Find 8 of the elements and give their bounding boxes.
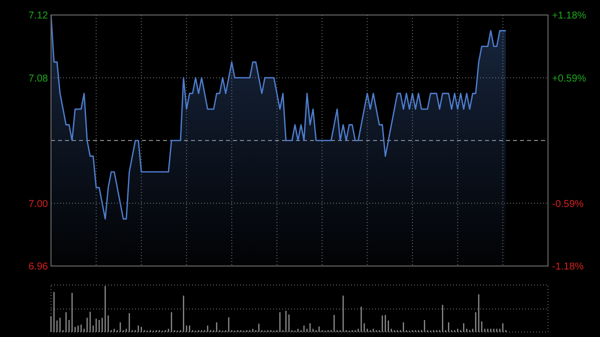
y2-tick-label: +1.18% (552, 10, 586, 22)
y-tick-label: 7.12 (28, 10, 48, 22)
y-tick-label: 7.00 (28, 198, 48, 210)
y2-tick-label: -0.59% (552, 198, 584, 210)
y2-tick-label: +0.59% (552, 73, 586, 84)
y2-tick-label: -1.18% (552, 262, 584, 272)
y-tick-label: 6.96 (28, 262, 48, 272)
y-tick-label: 7.08 (28, 73, 48, 84)
